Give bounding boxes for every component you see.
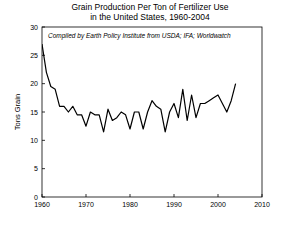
x-tick	[86, 194, 87, 197]
background	[0, 0, 300, 227]
y-tick	[42, 112, 45, 113]
y-axis-label: Tons Grain	[13, 94, 22, 130]
x-tick	[262, 194, 263, 197]
x-tick-label: 1970	[78, 201, 94, 208]
x-tick	[218, 194, 219, 197]
x-tick-label: 1980	[122, 201, 138, 208]
y-tick-label: 15	[30, 109, 38, 116]
x-tick	[42, 194, 43, 197]
x-tick-label: 2010	[254, 201, 270, 208]
y-tick	[42, 83, 45, 84]
y-tick-label: 25	[30, 52, 38, 59]
plot-frame	[42, 27, 262, 197]
x-tick	[174, 194, 175, 197]
x-tick	[130, 194, 131, 197]
annotation: Compiled by Earth Policy Institute from …	[48, 32, 231, 40]
y-tick-label: 20	[30, 80, 38, 87]
y-tick-label: 5	[34, 165, 38, 172]
y-tick-label: 0	[34, 194, 38, 201]
title: Grain Production Per Ton of Fertilizer U…	[71, 2, 228, 12]
x-tick-label: 1990	[166, 201, 182, 208]
subtitle: in the United States, 1960-2004	[90, 12, 210, 22]
x-tick-label: 1960	[34, 201, 50, 208]
plot-area	[42, 44, 236, 132]
y-tick	[42, 168, 45, 169]
y-tick	[42, 197, 45, 198]
y-tick-label: 30	[30, 24, 38, 31]
y-tick	[42, 27, 45, 28]
chart: Grain Production Per Ton of Fertilizer U…	[0, 0, 300, 227]
data-line	[42, 44, 236, 132]
y-tick	[42, 140, 45, 141]
y-tick-label: 10	[30, 137, 38, 144]
x-tick-label: 2000	[210, 201, 226, 208]
